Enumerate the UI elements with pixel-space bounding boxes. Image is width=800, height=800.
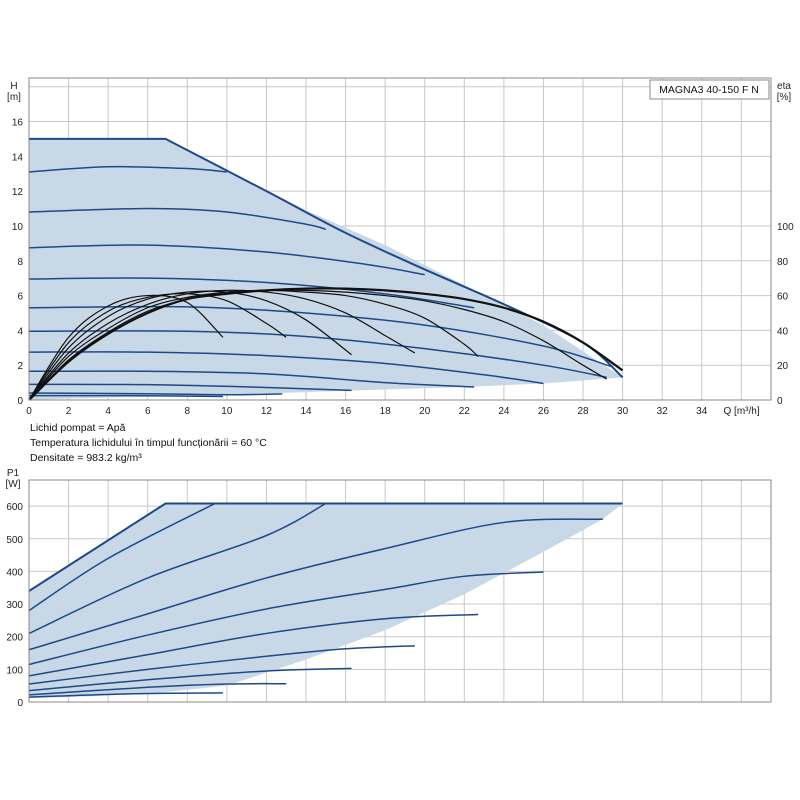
model-label-box: MAGNA3 40-150 F N <box>649 79 770 100</box>
head-tick-label: 6 <box>17 292 23 303</box>
note-density: Densitate = 983.2 kg/m³ <box>30 452 142 464</box>
note-temperature: Temperatura lichidului în timpul funcțio… <box>30 437 267 449</box>
head-curve <box>28 305 613 368</box>
flow-tick-label: 24 <box>498 406 510 417</box>
head-curve <box>28 165 227 173</box>
power-chart: 0 100 200 300 400 500 600 P1 [W] <box>6 468 772 709</box>
flow-tick-label: 28 <box>577 406 589 417</box>
efficiency-curve <box>28 289 608 401</box>
head-efficiency-chart: 0 2 4 6 8 10 12 14 16 18 20 22 24 26 28 30 32 34 02468101… <box>7 77 794 417</box>
head-operating-envelope <box>29 138 623 401</box>
head-tick-label: 0 <box>17 396 23 407</box>
head-tick-label: 2 <box>17 361 23 372</box>
model-label-frame <box>649 79 770 100</box>
flow-tick-label: 32 <box>657 406 669 417</box>
efficiency-tick-label: 0 <box>777 396 783 407</box>
power-tick-label: 0 <box>17 698 23 709</box>
flow-tick-label: 18 <box>380 406 392 417</box>
efficiency-curve <box>28 287 624 401</box>
head-curve <box>28 394 223 398</box>
flow-tick-label: 14 <box>300 406 312 417</box>
flow-tick-label: 30 <box>617 406 629 417</box>
efficiency-tick-label: 60 <box>777 292 789 303</box>
efficiency-curve <box>28 294 224 401</box>
power-curve <box>28 571 544 666</box>
flow-tick-label: 26 <box>538 406 550 417</box>
head-tick-label: 8 <box>17 257 23 268</box>
flow-tick-labels: 0 2 4 6 8 10 12 14 16 18 20 22 24 26 28 30 32 34 <box>26 406 708 417</box>
power-tick-label: 300 <box>6 600 23 611</box>
efficiency-tick-labels: 0 20 40 60 80 100 <box>777 222 794 407</box>
flow-tick-label: 2 <box>66 406 72 417</box>
head-tick-labels: 0 2 4 6 8 10 12 14 16 <box>12 118 24 407</box>
power-curve <box>28 692 223 698</box>
flow-tick-label: 4 <box>105 406 111 417</box>
head-tick-label: 12 <box>12 187 24 198</box>
efficiency-axis-label: eta [%] <box>777 81 792 103</box>
power-tick-label: 500 <box>6 535 23 546</box>
power-curve <box>28 502 216 612</box>
power-curve <box>28 645 415 685</box>
head-curve <box>28 330 607 379</box>
power-curves <box>28 502 623 698</box>
efficiency-curve <box>28 289 479 401</box>
power-curve <box>28 667 352 692</box>
head-curve <box>28 244 425 276</box>
model-label: MAGNA3 40-150 F N <box>659 84 759 96</box>
head-curves <box>28 137 624 398</box>
efficiency-curve <box>28 293 287 401</box>
power-chart-frame <box>28 479 772 703</box>
head-curve <box>28 351 544 385</box>
efficiency-tick-label: 100 <box>777 222 794 233</box>
flow-tick-label: 8 <box>185 406 191 417</box>
power-tick-label: 400 <box>6 567 23 578</box>
note-fluid: Lichid pompat = Apă <box>30 422 126 434</box>
efficiency-curves <box>28 287 624 401</box>
head-curve <box>28 383 352 392</box>
head-tick-label: 4 <box>17 326 23 337</box>
head-curve <box>28 370 475 388</box>
head-curve <box>28 207 327 231</box>
fluid-notes: Lichid pompat = Apă Temperatura lichidul… <box>30 422 267 464</box>
head-axis-label: H [m] <box>7 81 21 103</box>
flow-tick-label: 10 <box>221 406 233 417</box>
head-tick-label: 16 <box>12 118 24 129</box>
flow-tick-label: 20 <box>419 406 431 417</box>
power-curve <box>28 518 603 651</box>
flow-tick-label: 6 <box>145 406 151 417</box>
efficiency-tick-label: 20 <box>777 361 789 372</box>
head-chart-frame <box>28 77 772 401</box>
efficiency-curve <box>28 289 416 401</box>
efficiency-tick-label: 80 <box>777 257 789 268</box>
head-tick-label: 10 <box>12 222 24 233</box>
power-curve <box>28 682 287 696</box>
power-curve <box>28 502 623 592</box>
flow-tick-label: 16 <box>340 406 352 417</box>
flow-axis-label: Q [m³/h] <box>724 406 760 417</box>
head-curve <box>28 392 283 396</box>
power-tick-label: 600 <box>6 502 23 513</box>
flow-tick-label: 22 <box>459 406 471 417</box>
flow-tick-label: 34 <box>696 406 708 417</box>
power-axis-label: P1 [W] <box>6 468 21 490</box>
power-curve <box>28 502 327 635</box>
power-tick-labels: 0 100 200 300 400 500 600 <box>6 502 23 709</box>
head-tick-label: 14 <box>12 152 24 163</box>
flow-tick-label: 12 <box>261 406 273 417</box>
power-tick-label: 200 <box>6 633 23 644</box>
head-curve <box>28 277 475 309</box>
efficiency-tick-label: 40 <box>777 326 789 337</box>
flow-tick-label: 0 <box>26 406 32 417</box>
power-curve <box>28 613 479 677</box>
power-tick-label: 100 <box>6 665 23 676</box>
efficiency-curve <box>28 290 352 401</box>
